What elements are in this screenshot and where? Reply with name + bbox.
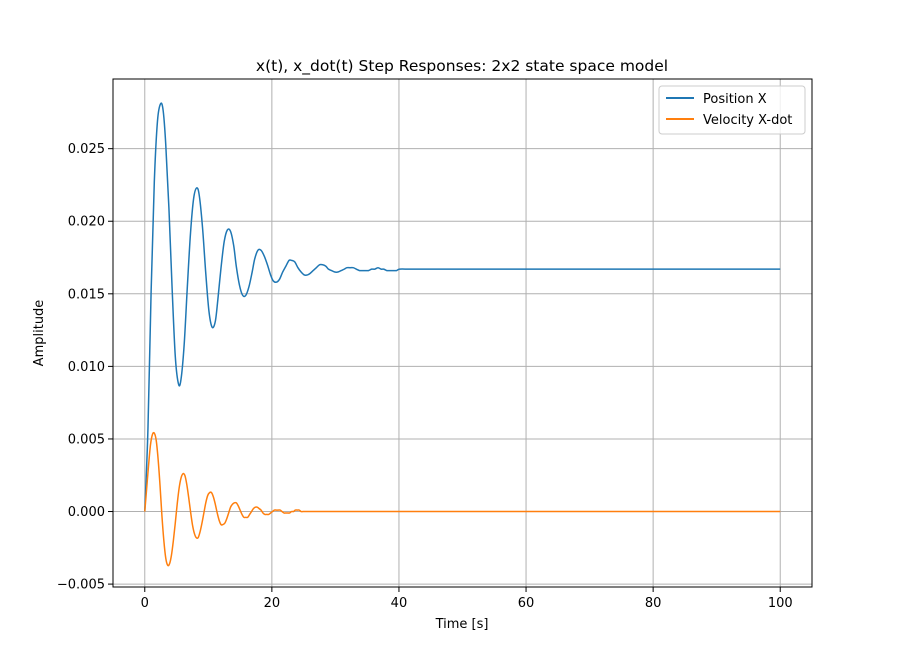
x-tick-label: 20 (264, 596, 281, 611)
legend-label-velocity-x-dot: Velocity X-dot (703, 113, 792, 128)
x-tick-label: 80 (645, 596, 662, 611)
chart-title: x(t), x_dot(t) Step Responses: 2x2 state… (256, 57, 668, 76)
y-tick-label: 0.010 (68, 360, 105, 375)
series-line-position-x (144, 102, 781, 512)
x-tick-label: 0 (141, 596, 149, 611)
x-tick-label: 40 (391, 596, 408, 611)
plot-frame (112, 78, 813, 588)
y-tick-label: 0.025 (68, 142, 105, 157)
x-tick-label: 60 (518, 596, 535, 611)
y-tick-label: 0.020 (68, 215, 105, 230)
y-tick-label: −0.005 (57, 578, 105, 593)
legend-box (658, 85, 806, 135)
axis-ticks: 0 20 40 60 80 100 −0.005 0.000 0.005 0.010 0.015 0.… (57, 142, 793, 611)
series-line-velocity-x-dot (144, 431, 781, 567)
y-tick-label: 0.015 (68, 287, 105, 302)
series-lines (144, 102, 781, 567)
x-axis-label: Time [s] (435, 617, 489, 632)
y-axis-label: Amplitude (32, 300, 47, 367)
y-tick-label: 0.000 (68, 505, 105, 520)
y-tick-label: 0.005 (68, 432, 105, 447)
x-tick-label: 100 (768, 596, 793, 611)
legend-label-position-x: Position X (703, 92, 767, 107)
legend: Position X Velocity X-dot (658, 85, 806, 135)
